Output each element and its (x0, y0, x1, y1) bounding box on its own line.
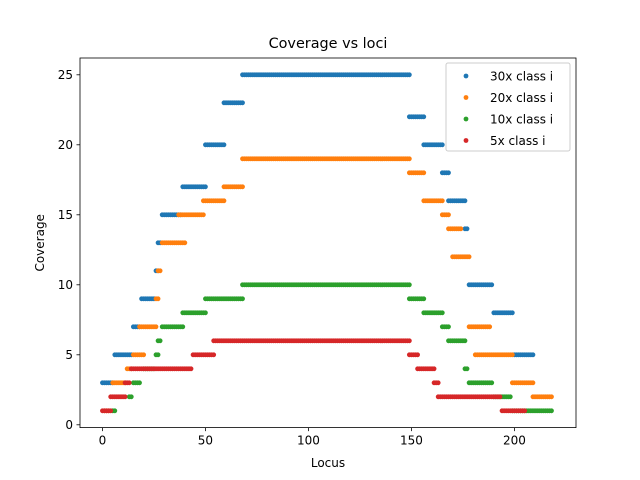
data-point (221, 142, 227, 148)
data-point (497, 394, 503, 400)
legend-marker (463, 138, 469, 143)
legend-label: 5x class i (490, 134, 546, 148)
data-point (406, 282, 412, 288)
legend-marker (463, 116, 469, 122)
y-tick-label: 25 (58, 68, 73, 82)
data-point (464, 366, 470, 372)
legend-label: 10x class i (490, 112, 553, 126)
data-point (153, 324, 159, 330)
data-point (421, 170, 427, 176)
data-point (507, 394, 513, 400)
data-point (435, 380, 441, 386)
data-point (415, 352, 420, 358)
data-point (458, 226, 464, 232)
y-tick-label: 20 (58, 138, 73, 152)
data-point (522, 408, 528, 414)
data-point (446, 212, 451, 218)
data-point (137, 380, 142, 386)
y-tick-label: 15 (58, 208, 73, 222)
data-point (203, 184, 208, 190)
data-point (122, 394, 128, 400)
data-point (126, 380, 132, 386)
data-point (489, 380, 495, 386)
data-point (221, 198, 227, 204)
data-point (157, 338, 163, 344)
x-axis-label: Locus (311, 456, 345, 470)
data-point (211, 352, 217, 358)
data-point (203, 310, 208, 316)
data-point (155, 296, 161, 302)
data-point (462, 338, 468, 344)
data-point (487, 324, 493, 330)
data-point (446, 324, 451, 330)
y-tick-label: 5 (65, 348, 73, 362)
x-tick-label: 150 (400, 434, 423, 448)
data-point (240, 184, 245, 190)
x-axis: 0 50 100 150 200 (99, 427, 526, 448)
data-point (509, 310, 515, 316)
data-point (406, 338, 412, 344)
legend-marker (463, 73, 469, 79)
data-point (200, 212, 206, 218)
data-point (466, 254, 472, 260)
plot-marks (100, 72, 554, 414)
y-tick-label: 10 (58, 278, 73, 292)
x-tick-label: 100 (297, 434, 320, 448)
series-2 (102, 156, 554, 414)
data-point (240, 296, 245, 302)
data-point (446, 170, 451, 176)
data-point (439, 142, 445, 148)
data-point (462, 198, 468, 204)
data-point (108, 408, 114, 414)
legend: 30x class i 20x class i 10x class i 5x clas… (445, 62, 571, 152)
data-point (188, 366, 194, 372)
data-point (421, 296, 427, 302)
data-point (439, 198, 445, 204)
data-point (549, 408, 554, 414)
chart-title: Coverage vs loci (269, 36, 388, 52)
legend-marker (463, 95, 469, 100)
data-point (157, 268, 163, 274)
data-point (406, 72, 412, 78)
y-axis: 0 5 10 15 20 25 (58, 68, 80, 432)
plot-frame (79, 57, 577, 429)
x-tick-label: 50 (198, 434, 213, 448)
data-point (530, 352, 536, 358)
x-tick-label: 0 (99, 434, 107, 448)
data-point (489, 282, 495, 288)
data-point (128, 394, 134, 400)
y-axis-label: Coverage (33, 214, 47, 271)
data-point (141, 352, 147, 358)
data-point (549, 394, 554, 400)
data-point (509, 352, 515, 358)
data-point (439, 310, 445, 316)
legend-label: 20x class i (490, 91, 553, 105)
data-point (406, 156, 412, 162)
data-point (182, 240, 188, 246)
legend-label: 30x class i (490, 69, 553, 83)
data-point (464, 226, 470, 232)
data-point (240, 100, 245, 106)
legend-box (445, 62, 571, 152)
x-tick-label: 200 (503, 434, 526, 448)
data-point (180, 324, 186, 330)
data-point (431, 366, 437, 372)
data-point (112, 408, 118, 414)
data-point (421, 114, 427, 120)
data-point (155, 352, 161, 358)
data-point (530, 380, 536, 386)
series-4 (100, 338, 528, 414)
y-tick-label: 0 (65, 418, 73, 432)
